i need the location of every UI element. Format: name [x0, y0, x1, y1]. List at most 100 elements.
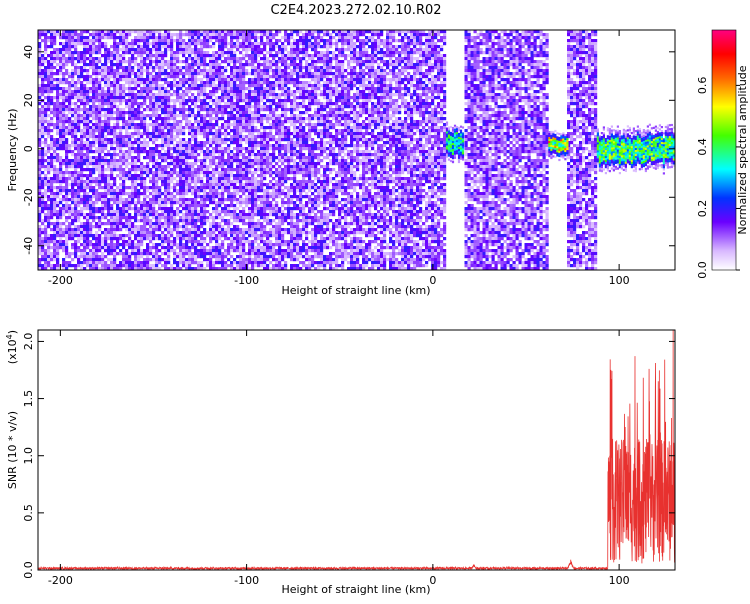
heatmap-cell [230, 156, 234, 160]
heatmap-cell [95, 264, 99, 268]
heatmap-cell [176, 51, 180, 55]
heatmap-cell [80, 186, 84, 190]
heatmap-cell [164, 111, 168, 115]
heatmap-cell [101, 96, 105, 100]
heatmap-cell [236, 123, 240, 127]
heatmap-cell [218, 108, 222, 112]
heatmap-cell [242, 57, 246, 61]
heatmap-cell [251, 231, 255, 235]
heatmap-cell [242, 198, 246, 202]
heatmap-cell [188, 162, 192, 166]
heatmap-cell [44, 33, 48, 37]
heatmap-cell [179, 60, 183, 64]
heatmap-cell [53, 234, 57, 238]
heatmap-cell [116, 66, 120, 70]
heatmap-cell [110, 156, 114, 160]
heatmap-cell [209, 126, 213, 130]
heatmap-cell [236, 57, 240, 61]
heatmap-cell [77, 39, 81, 43]
heatmap-cell [74, 192, 78, 196]
heatmap-cell [173, 117, 177, 121]
heatmap-cell [38, 243, 42, 247]
heatmap-cell [77, 204, 81, 208]
heatmap-cell [134, 258, 138, 262]
heatmap-cell [140, 219, 144, 223]
heatmap-cell [65, 165, 69, 169]
heatmap-cell [89, 90, 93, 94]
heatmap-cell [257, 234, 261, 238]
heatmap-cell [98, 162, 102, 166]
heatmap-cell [116, 99, 120, 103]
heatmap-cell [248, 39, 252, 43]
heatmap-cell [152, 201, 156, 205]
heatmap-cell [152, 165, 156, 169]
heatmap-cell [161, 84, 165, 88]
heatmap-cell [50, 87, 54, 91]
heatmap-cell [116, 48, 120, 52]
heatmap-cell [71, 171, 75, 175]
heatmap-cell [74, 168, 78, 172]
heatmap-cell [251, 153, 255, 157]
heatmap-cell [206, 45, 210, 49]
heatmap-cell [38, 186, 42, 190]
heatmap-cell [218, 249, 222, 253]
heatmap-cell [92, 165, 96, 169]
heatmap-cell [230, 249, 234, 253]
heatmap-cell [80, 222, 84, 226]
heatmap-cell [197, 99, 201, 103]
heatmap-cell [194, 252, 198, 256]
heatmap-cell [134, 93, 138, 97]
heatmap-cell [209, 54, 213, 58]
heatmap-cell [209, 33, 213, 37]
heatmap-cell [65, 264, 69, 268]
heatmap-cell [218, 69, 222, 73]
heatmap-cell [113, 123, 117, 127]
heatmap-cell [251, 84, 255, 88]
heatmap-cell [119, 201, 123, 205]
heatmap-cell [89, 54, 93, 58]
heatmap-cell [194, 42, 198, 46]
heatmap-cell [110, 75, 114, 79]
heatmap-cell [191, 51, 195, 55]
heatmap-cell [218, 216, 222, 220]
heatmap-cell [65, 186, 69, 190]
heatmap-cell [191, 153, 195, 157]
heatmap-cell [191, 222, 195, 226]
heatmap-cell [233, 237, 237, 241]
heatmap-cell [134, 36, 138, 40]
heatmap-cell [119, 78, 123, 82]
heatmap-cell [176, 234, 180, 238]
heatmap-cell [176, 198, 180, 202]
heatmap-cell [119, 117, 123, 121]
heatmap-cell [131, 111, 135, 115]
heatmap-cell [260, 189, 264, 193]
heatmap-cell [68, 51, 72, 55]
heatmap-cell [74, 126, 78, 130]
heatmap-cell [83, 228, 87, 232]
heatmap-cell [59, 57, 63, 61]
heatmap-cell [233, 54, 237, 58]
heatmap-cell [89, 216, 93, 220]
heatmap-cell [248, 249, 252, 253]
heatmap-cell [134, 204, 138, 208]
heatmap-cell [95, 105, 99, 109]
heatmap-cell [185, 183, 189, 187]
heatmap-cell [260, 132, 264, 136]
heatmap-cell [191, 252, 195, 256]
heatmap-cell [137, 66, 141, 70]
heatmap-cell [251, 81, 255, 85]
heatmap-cell [101, 45, 105, 49]
heatmap-cell [233, 60, 237, 64]
heatmap-cell [146, 96, 150, 100]
heatmap-cell [143, 69, 147, 73]
heatmap-cell [203, 114, 207, 118]
heatmap-cell [113, 81, 117, 85]
heatmap-cell [152, 207, 156, 211]
heatmap-cell [251, 93, 255, 97]
heatmap-cell [179, 93, 183, 97]
heatmap-cell [68, 72, 72, 76]
heatmap-cell [107, 75, 111, 79]
heatmap-cell [236, 213, 240, 217]
heatmap-cell [254, 141, 258, 145]
heatmap-cell [173, 126, 177, 130]
